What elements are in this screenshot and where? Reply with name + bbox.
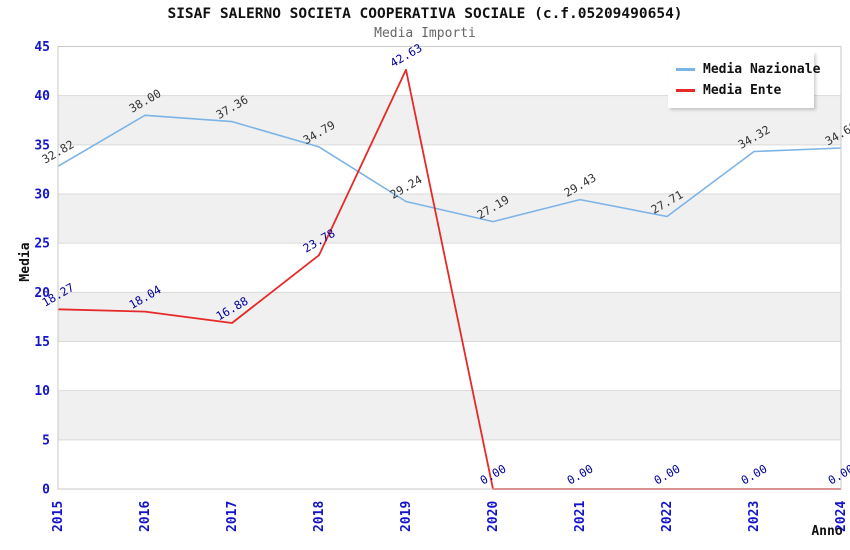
y-tick-label: 45 [34,40,50,55]
y-tick-label: 10 [34,384,50,399]
x-tick-label: 2019 [399,501,414,532]
x-tick-label: 2015 [51,501,66,532]
y-tick-label: 25 [34,237,50,252]
y-tick-label: 20 [34,286,50,301]
series-line-media-nazionale [57,114,842,223]
x-axis-title: Anno [811,524,842,539]
x-tick-label: 2024 [834,501,849,532]
x-tick-label: 2022 [660,501,675,532]
x-tick-label: 2016 [138,501,153,532]
plot-border [57,46,842,490]
line-swatch-icon [676,89,695,92]
chart-title: SISAF SALERNO SOCIETA COOPERATIVA SOCIAL… [167,6,683,22]
x-tick-label: 2021 [573,501,588,532]
data-label: 0.00 [652,462,683,488]
data-label: 0.00 [565,462,596,488]
y-tick-label: 0 [42,483,50,498]
data-label: 0.00 [826,462,850,488]
x-tick-label: 2023 [747,501,762,532]
legend-label: Media Ente [703,83,782,98]
y-axis-title: Media [18,242,33,281]
data-label: 42.63 [388,41,425,70]
x-tick-label: 2017 [225,501,240,532]
plot-band [58,292,841,342]
legend-entry-media-nazionale: Media Nazionale [676,59,820,80]
y-tick-label: 40 [34,89,50,104]
y-tick-label: 5 [42,433,50,448]
x-tick-label: 2018 [312,501,327,532]
line-swatch-icon [676,68,695,71]
plot-band [58,390,841,440]
legend-label: Media Nazionale [703,62,821,77]
chart-subtitle: Media Importi [374,26,476,41]
data-label: 0.00 [478,462,509,488]
y-tick-label: 35 [34,138,50,153]
x-tick-label: 2020 [486,501,501,532]
data-label: 0.00 [739,462,770,488]
legend: Media Nazionale Media Ente [668,52,820,108]
y-tick-label: 15 [34,335,50,350]
plot-band [58,194,841,244]
y-tick-label: 30 [34,188,50,203]
legend-entry-media-ente: Media Ente [676,80,804,101]
